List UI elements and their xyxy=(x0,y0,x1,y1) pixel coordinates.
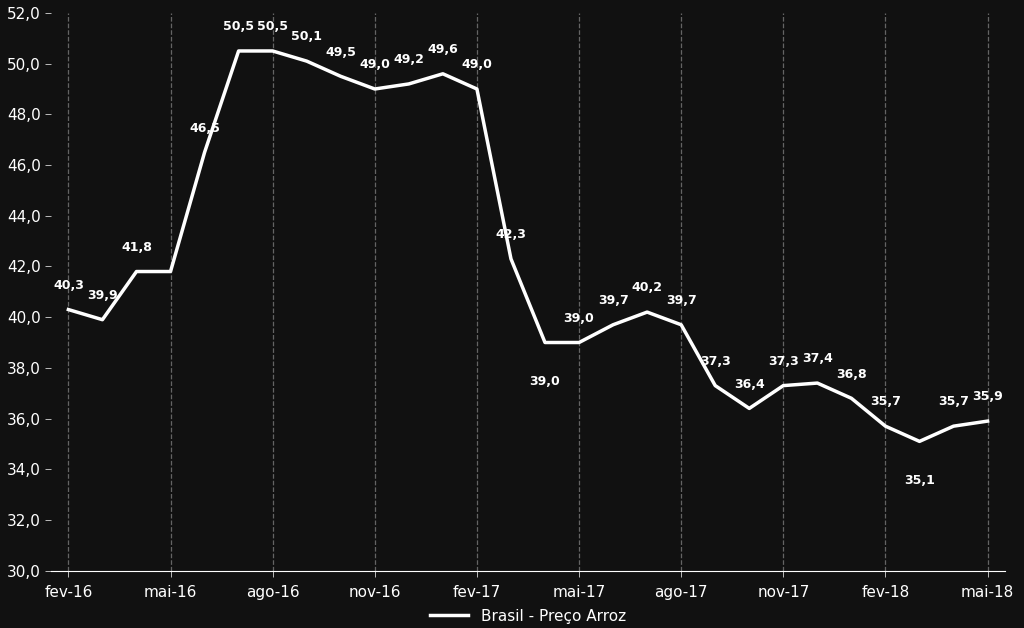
Text: 37,4: 37,4 xyxy=(802,352,833,365)
Text: 46,5: 46,5 xyxy=(189,122,220,134)
Text: 35,7: 35,7 xyxy=(938,396,969,408)
Text: 35,9: 35,9 xyxy=(972,391,1002,403)
Text: 41,8: 41,8 xyxy=(121,241,152,254)
Text: 49,5: 49,5 xyxy=(326,46,356,58)
Text: 36,4: 36,4 xyxy=(734,377,765,391)
Text: 37,3: 37,3 xyxy=(768,355,799,368)
Text: 36,8: 36,8 xyxy=(836,367,866,381)
Text: 39,7: 39,7 xyxy=(666,294,696,307)
Text: 35,7: 35,7 xyxy=(870,396,901,408)
Text: 50,1: 50,1 xyxy=(291,30,323,43)
Text: 39,0: 39,0 xyxy=(563,311,594,325)
Text: 37,3: 37,3 xyxy=(699,355,730,368)
Text: 49,2: 49,2 xyxy=(393,53,424,66)
Text: 50,5: 50,5 xyxy=(257,20,288,33)
Text: 35,1: 35,1 xyxy=(904,474,935,487)
Text: 50,5: 50,5 xyxy=(223,20,254,33)
Text: 40,2: 40,2 xyxy=(632,281,663,295)
Text: 42,3: 42,3 xyxy=(496,228,526,241)
Legend: Brasil - Preço Arroz: Brasil - Preço Arroz xyxy=(424,603,632,628)
Text: 49,6: 49,6 xyxy=(427,43,459,56)
Text: 39,0: 39,0 xyxy=(529,376,560,389)
Text: 49,0: 49,0 xyxy=(359,58,390,71)
Text: 39,9: 39,9 xyxy=(87,289,118,302)
Text: 40,3: 40,3 xyxy=(53,279,84,292)
Text: 49,0: 49,0 xyxy=(462,58,493,71)
Text: 39,7: 39,7 xyxy=(598,294,629,307)
